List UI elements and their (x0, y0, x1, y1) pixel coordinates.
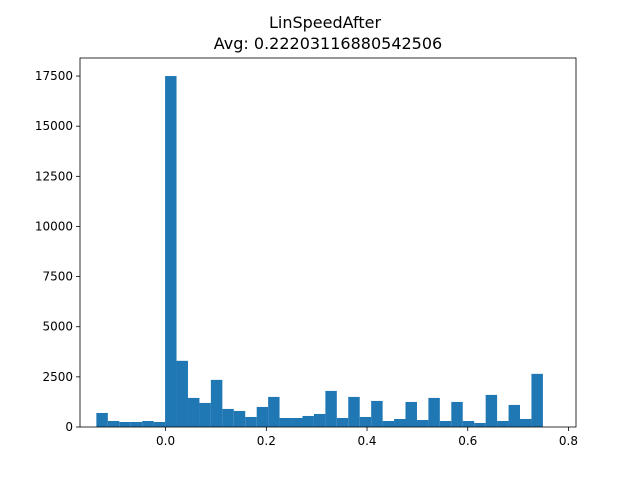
x-tick-label: 0.6 (458, 434, 477, 448)
y-tick-label: 5000 (42, 320, 73, 334)
x-tick-label: 0.0 (156, 434, 175, 448)
histogram-bar (256, 406, 269, 427)
y-axis: 0 2500 5000 7500 10000 12500 15000 17500 (35, 69, 80, 434)
y-tick-label: 2500 (42, 370, 73, 384)
chart-subtitle: Avg: 0.22203116880542506 (214, 34, 442, 53)
y-tick-label: 15000 (35, 119, 73, 133)
histogram-bar (130, 421, 143, 427)
histogram-bar (187, 397, 200, 427)
x-tick-label: 0.8 (559, 434, 578, 448)
histogram-bar (394, 418, 406, 427)
chart-title: LinSpeedAfter (269, 13, 382, 32)
histogram-bar (233, 410, 246, 427)
histogram-bars (96, 76, 543, 427)
y-tick-label: 12500 (35, 169, 73, 183)
histogram-bar (371, 400, 383, 427)
histogram-bar (508, 404, 521, 427)
histogram-bar (268, 396, 280, 427)
histogram-bar (142, 420, 154, 427)
histogram-bar (359, 416, 372, 427)
histogram-bar (451, 401, 463, 427)
histogram-bar (382, 420, 395, 427)
histogram-bar (210, 379, 223, 427)
histogram-bar (199, 402, 211, 427)
histogram-bar (153, 421, 166, 427)
histogram-bar (405, 401, 417, 427)
y-tick-label: 10000 (35, 219, 73, 233)
histogram-bar (302, 415, 314, 427)
histogram-bar (313, 413, 326, 427)
histogram-bar (474, 422, 486, 427)
histogram-bar (531, 373, 543, 427)
histogram-bar (485, 394, 498, 427)
histogram-bar (165, 76, 177, 427)
x-axis: 0.0 0.2 0.4 0.6 0.8 (156, 427, 578, 448)
histogram-bar (107, 420, 120, 427)
histogram-bar (279, 417, 292, 427)
histogram-bar (222, 408, 234, 427)
histogram-bar (245, 416, 257, 427)
histogram-bar (96, 412, 108, 427)
y-tick-label: 17500 (35, 69, 73, 83)
histogram-bar (497, 420, 509, 427)
histogram-bar (348, 396, 360, 427)
histogram-bar (428, 397, 440, 427)
histogram-bar (520, 418, 532, 427)
x-tick-label: 0.2 (257, 434, 276, 448)
histogram-bar (439, 420, 452, 427)
histogram-bar (176, 360, 188, 427)
x-tick-label: 0.4 (357, 434, 376, 448)
histogram-bar (462, 420, 475, 427)
histogram-bar (336, 417, 349, 427)
histogram-bar (325, 390, 337, 427)
y-tick-label: 0 (65, 420, 73, 434)
histogram-bar (416, 419, 429, 427)
histogram-bar (119, 421, 131, 427)
plot-frame (79, 57, 577, 428)
histogram-bar (291, 417, 303, 427)
y-tick-label: 7500 (42, 270, 73, 284)
